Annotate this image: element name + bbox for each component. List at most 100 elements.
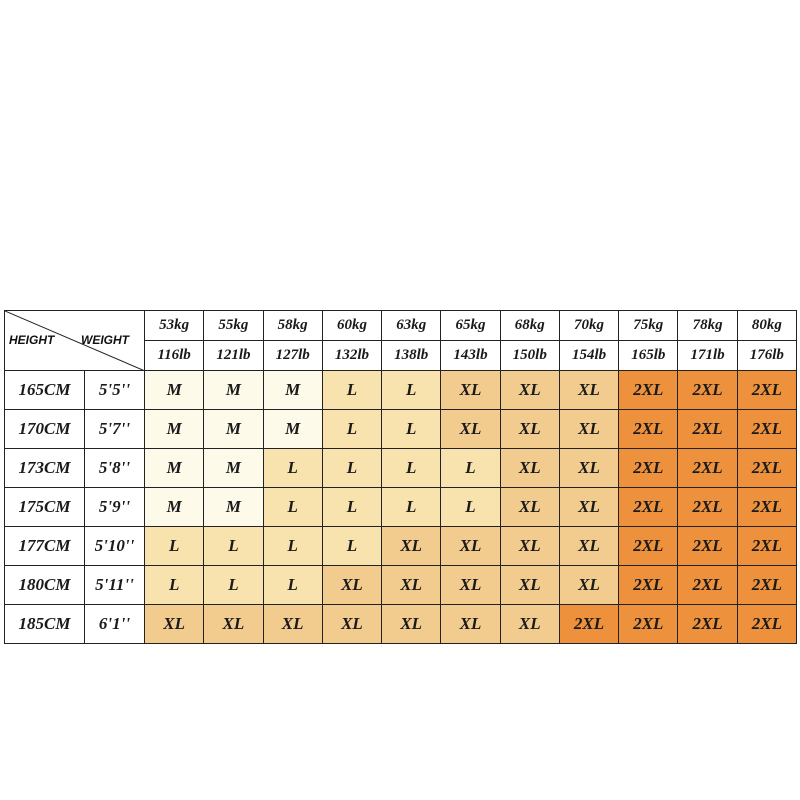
weight-kg: 68kg — [500, 311, 560, 341]
size-cell: XL — [559, 449, 620, 488]
size-cell: 2XL — [678, 410, 738, 449]
size-cell: M — [263, 371, 323, 410]
size-cell: XL — [559, 410, 620, 449]
weight-lb: 138lb — [382, 341, 442, 371]
size-cell: M — [145, 449, 205, 488]
size-cell: L — [382, 488, 442, 527]
size-cell: L — [382, 410, 442, 449]
size-cell: XL — [500, 605, 560, 644]
weight-kg: 78kg — [678, 311, 738, 341]
size-cell: XL — [145, 605, 205, 644]
height-ft: 5'9'' — [85, 488, 145, 527]
size-cell: XL — [500, 410, 560, 449]
size-cell: 2XL — [737, 410, 797, 449]
size-cell: L — [263, 527, 323, 566]
size-cell: L — [204, 527, 264, 566]
size-cell: XL — [500, 449, 560, 488]
weight-lb: 132lb — [322, 341, 383, 371]
size-cell: 2XL — [678, 527, 738, 566]
size-cell: 2XL — [619, 488, 679, 527]
height-ft: 5'8'' — [85, 449, 145, 488]
size-cell: L — [322, 527, 383, 566]
size-cell: 2XL — [678, 488, 738, 527]
size-cell: L — [322, 488, 383, 527]
size-cell: L — [441, 449, 501, 488]
weight-kg: 75kg — [619, 311, 679, 341]
size-cell: XL — [441, 566, 501, 605]
weight-kg: 80kg — [737, 311, 797, 341]
weight-lb: 121lb — [204, 341, 264, 371]
height-ft: 6'1'' — [85, 605, 145, 644]
weight-kg: 53kg — [145, 311, 205, 341]
size-cell: XL — [382, 605, 442, 644]
size-cell: L — [322, 410, 383, 449]
height-ft: 5'11'' — [85, 566, 145, 605]
size-cell: XL — [263, 605, 323, 644]
size-cell: M — [204, 488, 264, 527]
size-cell: XL — [441, 371, 501, 410]
weight-kg: 65kg — [441, 311, 501, 341]
size-cell: 2XL — [737, 371, 797, 410]
weight-lb: 127lb — [263, 341, 323, 371]
size-cell: 2XL — [678, 605, 738, 644]
height-cm: 180CM — [5, 566, 85, 605]
size-cell: XL — [441, 410, 501, 449]
size-cell: L — [145, 566, 205, 605]
weight-lb: 171lb — [678, 341, 738, 371]
size-cell: XL — [322, 566, 383, 605]
size-cell: 2XL — [619, 566, 679, 605]
size-cell: XL — [500, 488, 560, 527]
size-cell: M — [145, 488, 205, 527]
size-cell: XL — [559, 371, 620, 410]
size-cell: L — [145, 527, 205, 566]
diagonal — [5, 311, 144, 370]
size-cell: XL — [500, 527, 560, 566]
size-cell: 2XL — [619, 371, 679, 410]
size-table: HEIGHT WEIGHT 53kg 116lb 55kg 121lb 58kg 127lb 6… — [4, 310, 797, 644]
weight-kg: 55kg — [204, 311, 264, 341]
size-cell: XL — [441, 527, 501, 566]
weight-kg: 63kg — [382, 311, 442, 341]
size-cell: 2XL — [678, 371, 738, 410]
size-cell: 2XL — [678, 449, 738, 488]
size-cell: 2XL — [678, 566, 738, 605]
height-cm: 173CM — [5, 449, 85, 488]
weight-lb: 143lb — [441, 341, 501, 371]
size-cell: L — [263, 488, 323, 527]
size-cell: XL — [500, 371, 560, 410]
size-cell: 2XL — [737, 488, 797, 527]
height-cm: 170CM — [5, 410, 85, 449]
size-cell: XL — [559, 566, 620, 605]
size-cell: 2XL — [619, 605, 679, 644]
weight-lb: 165lb — [619, 341, 679, 371]
size-cell: L — [382, 371, 442, 410]
size-cell: XL — [322, 605, 383, 644]
weight-lb: 176lb — [737, 341, 797, 371]
size-cell: M — [204, 449, 264, 488]
weight-lb: 154lb — [559, 341, 620, 371]
size-cell: L — [441, 488, 501, 527]
size-cell: L — [263, 566, 323, 605]
weight-label: WEIGHT — [81, 333, 129, 347]
size-cell: 2XL — [619, 449, 679, 488]
size-cell: 2XL — [737, 449, 797, 488]
height-cm: 175CM — [5, 488, 85, 527]
size-cell: 2XL — [737, 566, 797, 605]
weight-lb: 116lb — [145, 341, 205, 371]
height-ft: 5'5'' — [85, 371, 145, 410]
size-cell: 2XL — [619, 527, 679, 566]
size-cell: L — [263, 449, 323, 488]
size-cell: XL — [559, 527, 620, 566]
size-cell: 2XL — [737, 605, 797, 644]
size-cell: XL — [204, 605, 264, 644]
size-cell: L — [382, 449, 442, 488]
weight-kg: 58kg — [263, 311, 323, 341]
height-cm: 165CM — [5, 371, 85, 410]
size-cell: XL — [382, 527, 442, 566]
size-cell: L — [322, 449, 383, 488]
size-cell: 2XL — [619, 410, 679, 449]
size-cell: XL — [500, 566, 560, 605]
height-cm: 185CM — [5, 605, 85, 644]
size-cell: 2XL — [737, 527, 797, 566]
